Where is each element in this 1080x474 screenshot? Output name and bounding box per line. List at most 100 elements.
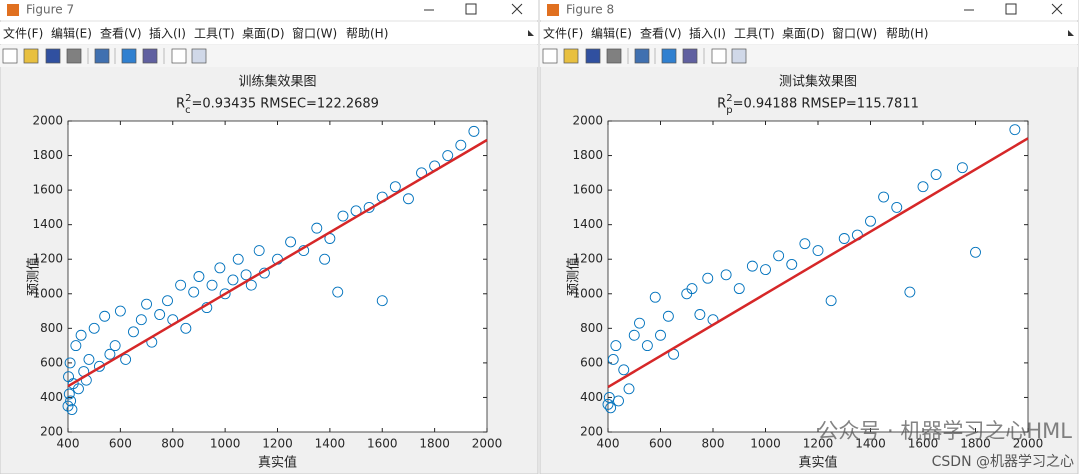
toolbar-button[interactable]: [23, 48, 39, 64]
menu-item[interactable]: 工具(T): [194, 27, 235, 41]
y-axis-label: 预测值: [566, 257, 582, 296]
data-point: [154, 309, 166, 320]
menu-item[interactable]: 编辑(E): [591, 26, 632, 41]
data-point: [180, 322, 192, 334]
menu-item[interactable]: 编辑(E): [51, 26, 92, 41]
data-point: [285, 236, 297, 248]
maximize-button[interactable]: [1005, 3, 1017, 15]
x-tick-label: 1200: [803, 437, 834, 451]
data-point: [104, 348, 116, 360]
plot-area: [67, 120, 488, 433]
toolbar-button[interactable]: [585, 48, 601, 64]
x-tick-label: 1200: [262, 437, 293, 451]
toolbar-button[interactable]: [661, 48, 677, 64]
toolbar-button[interactable]: [121, 48, 137, 64]
menu-item[interactable]: 插入(I): [689, 27, 726, 41]
maximize-button[interactable]: [465, 3, 477, 15]
toolbar-button[interactable]: [94, 48, 110, 64]
subtitle-sup: 2: [726, 93, 732, 104]
data-point: [607, 353, 619, 365]
y-tick-label: 400: [580, 390, 603, 404]
subtitle-rest: =0.94188 RMSEP=115.7811: [733, 97, 919, 112]
chart-title: 训练集效果图: [238, 74, 316, 90]
menu-item[interactable]: 插入(I): [149, 27, 186, 41]
data-point: [786, 258, 798, 270]
toolbar-button[interactable]: [682, 48, 698, 64]
toolbar-button[interactable]: [563, 48, 579, 64]
subtitle-rest: =0.93435 RMSEC=122.2689: [191, 97, 379, 112]
data-point: [319, 253, 331, 265]
toolbar-button[interactable]: [731, 48, 747, 64]
data-point: [64, 357, 76, 369]
toolbar-button[interactable]: [606, 48, 622, 64]
close-button[interactable]: [1051, 3, 1063, 15]
menu-item[interactable]: 窗口(W): [832, 27, 877, 41]
y-tick-label: 600: [40, 355, 63, 369]
data-point: [628, 329, 640, 341]
menu-bar: [0, 22, 538, 44]
title-bar: [540, 0, 1078, 20]
data-point: [702, 272, 714, 284]
data-point: [311, 222, 323, 234]
y-tick-label: 1800: [572, 148, 603, 162]
toolbar-button[interactable]: [171, 48, 187, 64]
menu-item[interactable]: 查看(V): [640, 27, 682, 41]
data-point: [904, 286, 916, 298]
menu-item[interactable]: 帮助(H): [346, 27, 388, 41]
x-tick-label: 800: [161, 437, 184, 451]
data-point: [232, 253, 244, 265]
y-tick-label: 1400: [32, 217, 63, 231]
menu-item[interactable]: 工具(T): [734, 27, 775, 41]
fit-line: [67, 138, 488, 388]
data-point: [618, 364, 630, 376]
data-point: [114, 305, 126, 317]
toolbar-button[interactable]: [634, 48, 650, 64]
data-point: [662, 310, 674, 322]
menu-item[interactable]: 文件(F): [543, 26, 583, 41]
plot-area: [607, 120, 1029, 433]
menu-item[interactable]: 查看(V): [100, 27, 142, 41]
toolbar-button[interactable]: [66, 48, 82, 64]
close-button[interactable]: [511, 3, 523, 15]
data-point: [733, 283, 745, 295]
data-point: [75, 329, 87, 341]
x-tick-label: 1800: [419, 437, 450, 451]
x-tick-label: 600: [649, 437, 672, 451]
menu-item[interactable]: 桌面(D): [242, 27, 285, 41]
data-point: [88, 322, 100, 334]
x-axis-label: 真实值: [798, 455, 837, 471]
data-point: [917, 181, 929, 193]
toolbar-button[interactable]: [542, 48, 558, 64]
data-point: [99, 310, 111, 322]
menu-item[interactable]: 桌面(D): [782, 27, 825, 41]
data-point: [602, 398, 614, 410]
subtitle-sup: 2: [185, 93, 191, 104]
toolbar-button[interactable]: [2, 48, 18, 64]
data-point: [188, 286, 200, 298]
menu-item[interactable]: 文件(F): [3, 26, 43, 41]
toolbar-button[interactable]: [45, 48, 61, 64]
data-point: [812, 245, 824, 257]
data-point: [253, 245, 265, 257]
menu-item[interactable]: 帮助(H): [886, 27, 928, 41]
x-tick-label: 1400: [315, 437, 346, 451]
data-point: [65, 395, 77, 407]
x-tick-label: 600: [109, 437, 132, 451]
y-tick-label: 400: [40, 390, 63, 404]
data-point: [878, 191, 890, 203]
toolbar-button[interactable]: [142, 48, 158, 64]
data-point: [610, 340, 622, 352]
watermark: 公众号 · 机器学习之心HML: [817, 419, 1072, 443]
menu-arrow: [528, 30, 534, 36]
data-point: [245, 279, 257, 291]
data-point: [956, 162, 968, 174]
data-point: [891, 201, 903, 213]
data-point: [227, 274, 239, 286]
toolbar-button[interactable]: [191, 48, 207, 64]
data-point: [73, 383, 84, 395]
data-point: [402, 193, 414, 205]
data-point: [613, 395, 624, 407]
data-point: [930, 169, 942, 181]
menu-item[interactable]: 窗口(W): [292, 27, 337, 41]
toolbar-button[interactable]: [711, 48, 727, 64]
